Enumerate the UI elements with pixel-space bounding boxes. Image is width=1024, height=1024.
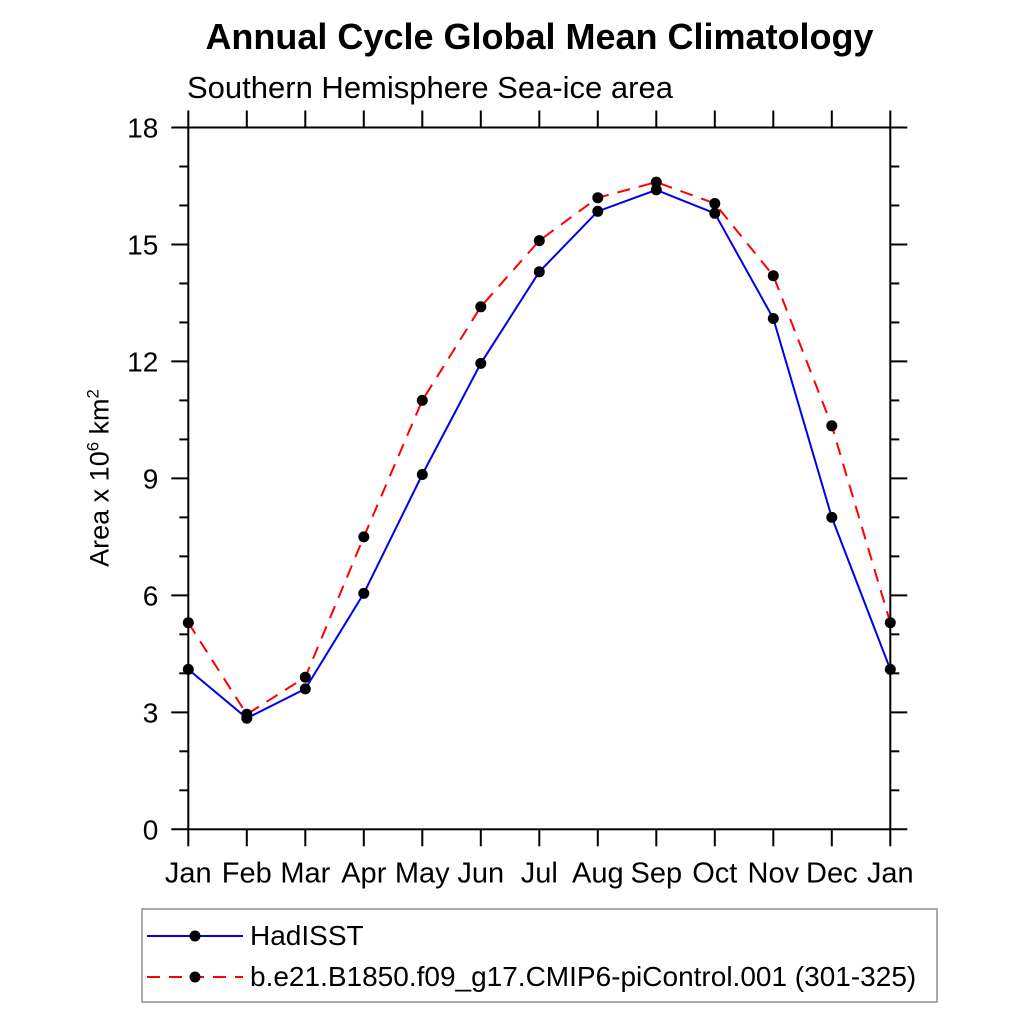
series-marker-0 (358, 587, 370, 599)
legend-label-hadisst: HadISST (250, 920, 364, 951)
y-tick-label: 3 (143, 697, 159, 728)
series-marker-0 (650, 184, 662, 196)
x-tick-label: Jun (457, 857, 504, 889)
legend-marker-0 (189, 930, 201, 942)
series-marker-0 (416, 469, 428, 480)
y-tick-label: 6 (143, 580, 159, 611)
plot-frame (187, 126, 892, 831)
x-tick-label: Jul (521, 857, 558, 889)
series-marker-0 (884, 663, 896, 675)
series-marker-1 (475, 301, 487, 313)
x-tick-label: May (395, 857, 450, 889)
series-marker-1 (709, 198, 721, 209)
series-marker-1 (767, 270, 779, 282)
series-marker-1 (299, 671, 311, 683)
legend-frame (141, 908, 938, 1003)
series-marker-0 (533, 266, 545, 278)
y-tick-label: 0 (143, 814, 159, 845)
series-marker-0 (475, 357, 487, 369)
legend-marker-1 (189, 971, 201, 983)
y-tick-label: 15 (127, 229, 158, 260)
x-tick-label: Oct (692, 857, 737, 889)
chart-title: Annual Cycle Global Mean Climatology (205, 16, 874, 57)
x-tick-label: Sep (630, 857, 682, 889)
y-tick-label: 9 (143, 463, 159, 494)
x-tick-label: Jan (867, 857, 914, 889)
series-layer (182, 176, 896, 724)
series-marker-1 (358, 531, 370, 543)
x-tick-label: Apr (341, 857, 386, 889)
axes-layer: Jan Feb Mar Apr May Jun Jul Aug Sep Oct Nov Dec Jan0… (127, 110, 914, 889)
series-marker-1 (416, 394, 428, 406)
series-marker-1 (533, 235, 545, 247)
x-tick-label: Mar (280, 857, 330, 889)
series-marker-1 (826, 420, 838, 432)
series-marker-0 (182, 663, 194, 675)
x-tick-label: Dec (806, 857, 858, 889)
legend-label-model: b.e21.B1850.f09_g17.CMIP6-piControl.001 … (250, 961, 917, 992)
series-line-1 (187, 181, 892, 716)
series-marker-0 (767, 313, 779, 324)
y-tick-label: 12 (127, 346, 158, 377)
series-marker-0 (592, 205, 604, 217)
x-tick-label: Feb (222, 857, 272, 889)
legend-box (141, 908, 938, 1003)
series-marker-1 (241, 708, 253, 720)
x-tick-label: Jan (165, 857, 212, 889)
series-marker-0 (299, 683, 311, 695)
series-marker-0 (826, 511, 838, 523)
series-marker-1 (182, 617, 194, 629)
series-marker-0 (709, 207, 721, 219)
y-tick-label: 18 (127, 113, 158, 144)
x-tick-label: Nov (748, 857, 800, 889)
chart-subtitle: Southern Hemisphere Sea-ice area (187, 70, 673, 105)
series-marker-1 (592, 192, 604, 204)
x-tick-label: Aug (572, 857, 624, 889)
series-marker-1 (650, 176, 662, 188)
series-marker-1 (884, 617, 896, 629)
